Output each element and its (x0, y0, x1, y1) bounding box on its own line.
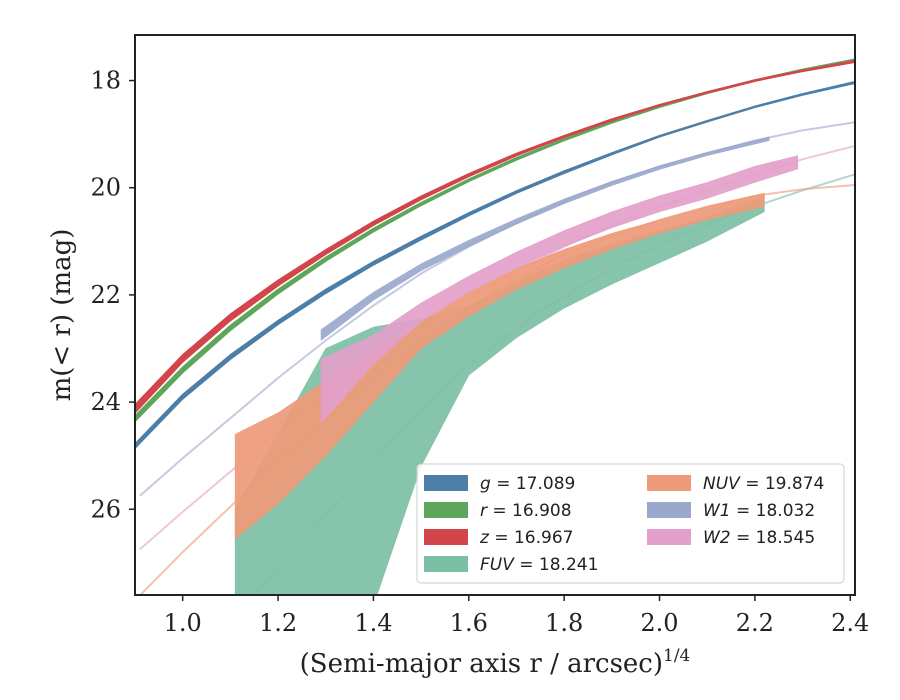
legend-entry: NUV = 19.874 (703, 474, 824, 494)
legend-swatch (424, 502, 468, 518)
legend-swatch (647, 502, 691, 518)
y-ticks: 18 20 22 24 26 (90, 67, 135, 523)
series-bands (135, 58, 855, 595)
x-tick-label: 1.6 (450, 609, 488, 637)
legend-entry: z = 16.967 (479, 528, 573, 548)
legend-entry: FUV = 18.241 (480, 555, 598, 575)
y-tick-label: 18 (90, 67, 121, 95)
x-tick-label: 1.0 (164, 609, 202, 637)
series-band-0 (135, 80, 855, 450)
x-tick-label: 2.0 (640, 609, 678, 637)
x-tick-label: 1.8 (545, 609, 583, 637)
legend-swatch (647, 475, 691, 491)
legend-entry: W1 = 18.032 (703, 501, 815, 521)
legend-swatch (424, 529, 468, 545)
x-tick-label: 1.2 (259, 609, 297, 637)
plot-frame (134, 34, 856, 596)
y-tick-label: 22 (90, 281, 121, 309)
x-axis-label: (Semi-major axis r / arcsec)1/4 (300, 646, 691, 679)
x-ticks: 1.0 1.2 1.4 1.6 1.8 2.0 2.2 2.4 (164, 595, 869, 637)
x-axis-label-sup: 1/4 (663, 646, 690, 666)
legend-swatch (647, 529, 691, 545)
legend-entry: r = 16.908 (480, 501, 572, 521)
y-axis-label: m(< r) (mag) (47, 229, 77, 402)
x-tick-label: 2.2 (736, 609, 774, 637)
legend-swatch (424, 475, 468, 491)
series-band-2 (135, 59, 855, 414)
legend-entry: g = 17.089 (480, 474, 575, 494)
series-band-5 (320, 136, 770, 342)
legend: g = 17.089 r = 16.908 z = 16.967 FUV = 18.2… (416, 463, 845, 584)
legend-frame (416, 463, 845, 584)
y-tick-label: 20 (90, 174, 121, 202)
y-tick-label: 26 (90, 495, 121, 523)
x-tick-label: 2.4 (831, 609, 869, 637)
y-tick-label: 24 (90, 388, 121, 416)
x-tick-label: 1.4 (354, 609, 392, 637)
legend-entry: W2 = 18.545 (703, 528, 815, 548)
series-band-1 (135, 58, 855, 423)
series-band-6 (320, 155, 799, 425)
legend-swatch (424, 556, 468, 572)
x-axis-label-text: (Semi-major axis r / arcsec) (300, 649, 663, 679)
